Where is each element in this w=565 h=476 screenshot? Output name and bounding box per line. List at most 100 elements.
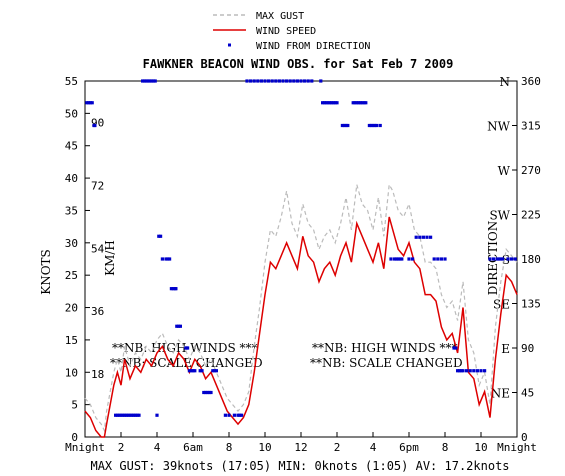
direction-point <box>418 235 422 239</box>
direction-point <box>459 369 463 373</box>
dir-tick-label: 225 <box>521 209 541 222</box>
direction-point <box>121 413 125 417</box>
direction-point <box>198 369 202 373</box>
direction-point <box>177 324 181 328</box>
direction-point <box>393 257 397 261</box>
direction-point <box>333 101 337 105</box>
direction-point <box>306 79 310 83</box>
direction-point <box>174 287 178 291</box>
compass-label: S <box>502 253 510 267</box>
direction-point <box>193 369 197 373</box>
direction-point <box>137 413 141 417</box>
annotation-note: **NB: SCALE CHANGED <box>310 356 463 370</box>
direction-point <box>189 369 193 373</box>
direction-point <box>157 234 161 238</box>
direction-point <box>452 346 456 350</box>
direction-point <box>252 79 256 83</box>
direction-point <box>371 123 375 128</box>
direction-point <box>324 101 328 105</box>
direction-point <box>439 257 443 261</box>
direction-point <box>443 257 447 261</box>
direction-point <box>488 257 492 261</box>
x-tick-label: Mnight <box>65 441 105 454</box>
direction-point <box>479 369 483 373</box>
x-tick-label: 4 <box>154 441 161 454</box>
direction-point <box>238 413 242 417</box>
chart-title: FAWKNER BEACON WIND OBS. for Sat Feb 7 2… <box>143 57 454 71</box>
direction-point <box>375 123 379 128</box>
kmh-axis-title: KM/H <box>103 240 117 276</box>
direction-point <box>465 369 469 373</box>
direction-point <box>132 413 136 417</box>
direction-point <box>87 101 91 105</box>
x-tick-label: 6pm <box>399 441 419 454</box>
direction-point <box>483 369 487 373</box>
direction-point <box>355 101 359 105</box>
direction-point <box>295 79 299 83</box>
direction-point <box>497 257 501 261</box>
direction-point <box>342 123 346 128</box>
x-tick-label: 2 <box>334 441 341 454</box>
direction-point <box>394 257 398 261</box>
direction-point <box>151 79 155 83</box>
direction-point <box>214 369 218 373</box>
y-tick-label: 30 <box>65 237 78 250</box>
dir-tick-label: 45 <box>521 387 534 400</box>
speed-line <box>84 216 518 438</box>
direction-point <box>506 257 510 261</box>
direction-point <box>249 79 253 83</box>
direction-point <box>429 235 433 239</box>
compass-label: W <box>498 164 511 178</box>
y-tick-label: 45 <box>65 140 78 153</box>
dir-tick-label: 360 <box>521 75 541 88</box>
direction-point <box>292 79 296 83</box>
direction-point <box>213 369 217 373</box>
direction-point <box>288 79 292 83</box>
y-tick-label: 35 <box>65 204 78 217</box>
direction-point <box>335 101 339 105</box>
y-tick-label: 10 <box>65 366 78 379</box>
direction-point <box>322 101 326 105</box>
x-tick-label: 8 <box>226 441 233 454</box>
footer-stats: MAX GUST: 39knots (17:05) MIN: 0knots (1… <box>90 459 509 473</box>
direction-point <box>135 413 139 417</box>
direction-point <box>367 123 371 128</box>
direction-point <box>236 413 240 417</box>
series-layer <box>84 79 518 438</box>
direction-point <box>200 369 204 373</box>
direction-point <box>398 257 402 261</box>
direction-point <box>396 257 400 261</box>
direction-point <box>204 390 208 395</box>
direction-point <box>319 79 323 83</box>
direction-point <box>457 369 461 373</box>
direction-point <box>117 413 121 417</box>
direction-point <box>115 413 119 417</box>
direction-point <box>245 79 249 83</box>
direction-point <box>351 101 355 105</box>
direction-point <box>130 413 134 417</box>
direction-point <box>475 369 479 373</box>
direction-point <box>358 101 362 105</box>
direction-point <box>146 79 150 83</box>
direction-point <box>421 235 425 239</box>
direction-point <box>211 369 215 373</box>
x-tick-label: Mnight <box>497 441 537 454</box>
compass-label: NW <box>487 120 511 134</box>
direction-point <box>166 257 170 261</box>
x-tick-label: 6am <box>183 441 203 454</box>
direction-point <box>141 79 145 83</box>
direction-point <box>187 369 191 373</box>
direction-point <box>205 390 209 395</box>
legend-swatch-dir <box>228 43 231 47</box>
kmh-tick-label: 90 <box>91 116 104 129</box>
direction-point <box>303 79 307 83</box>
annotation-note: **NB: HIGH WINDS *** <box>312 341 457 355</box>
direction-point <box>468 369 472 373</box>
legend-label-speed: WIND SPEED <box>256 26 316 37</box>
y-tick-label: 55 <box>65 75 78 88</box>
direction-point <box>191 369 195 373</box>
direction-point <box>499 257 503 261</box>
direction-point <box>133 413 137 417</box>
y-tick-label: 20 <box>65 302 78 315</box>
